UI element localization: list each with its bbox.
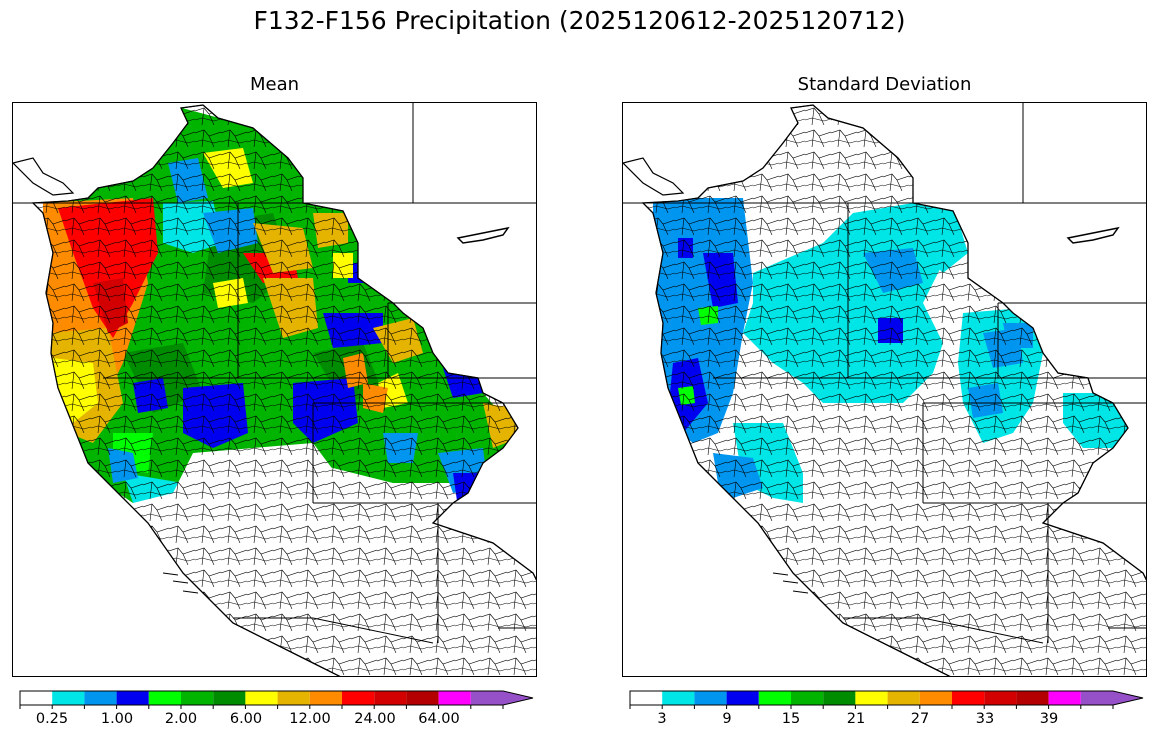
stddev-cbar-label: 21 [846,711,866,727]
colorbar-swatch [52,691,85,705]
figure-title: F132-F156 Precipitation (2025120612-2025… [253,6,906,35]
colorbar-swatch [84,691,117,705]
mean-cbar-label: 6.00 [229,711,263,727]
stddev-cbar-label: 15 [781,711,801,727]
colorbar-swatch [438,691,471,705]
colorbar-outline [19,690,534,706]
colorbar-swatch [726,691,759,705]
mean-map [12,102,537,677]
colorbar-swatch [952,691,985,705]
mean-cbar-label: 24.00 [354,711,396,727]
mean-cbar-label: 2.00 [164,711,198,727]
stddev-cbar-label: 27 [910,711,930,727]
colorbar-swatch [181,691,214,705]
mean-panel-title: Mean [249,74,300,95]
colorbar-swatch [694,691,727,705]
mean-cbar-label: 0.25 [35,711,69,727]
stddev-cbar-label: 9 [722,711,732,727]
stddev-cbar-label: 3 [657,711,667,727]
colorbar-swatch [213,691,246,705]
mean-colorbar [19,690,534,709]
colorbar-swatch [919,691,952,705]
colorbar-swatch [309,691,342,705]
colorbar-swatch [406,691,439,705]
stddev-cbar-label: 33 [975,711,995,727]
stddev-panel-title: Standard Deviation [797,74,972,95]
colorbar-swatch [277,691,310,705]
colorbar-swatch [887,691,920,705]
colorbar-swatch [148,691,181,705]
colorbar-swatch [20,691,53,705]
colorbar-swatch [984,691,1017,705]
stddev-colorbar [629,690,1144,709]
colorbar-swatch [630,691,663,705]
colorbar-swatch [1016,691,1049,705]
colorbar-swatch [662,691,695,705]
stddev-map [622,102,1147,677]
colorbar-swatch [245,691,278,705]
mean-cbar-label: 64.00 [418,711,460,727]
mean-cbar-label: 12.00 [289,711,331,727]
colorbar-swatch [791,691,824,705]
colorbar-swatch [470,691,533,705]
stddev-cbar-label: 39 [1039,711,1059,727]
colorbar-swatch [342,691,375,705]
mean-cbar-label: 1.00 [100,711,134,727]
colorbar-outline [629,690,1144,706]
colorbar-swatch [758,691,791,705]
colorbar-swatch [374,691,407,705]
colorbar-swatch [1080,691,1143,705]
colorbar-swatch [855,691,888,705]
colorbar-swatch [116,691,149,705]
colorbar-swatch [823,691,856,705]
colorbar-swatch [1048,691,1081,705]
